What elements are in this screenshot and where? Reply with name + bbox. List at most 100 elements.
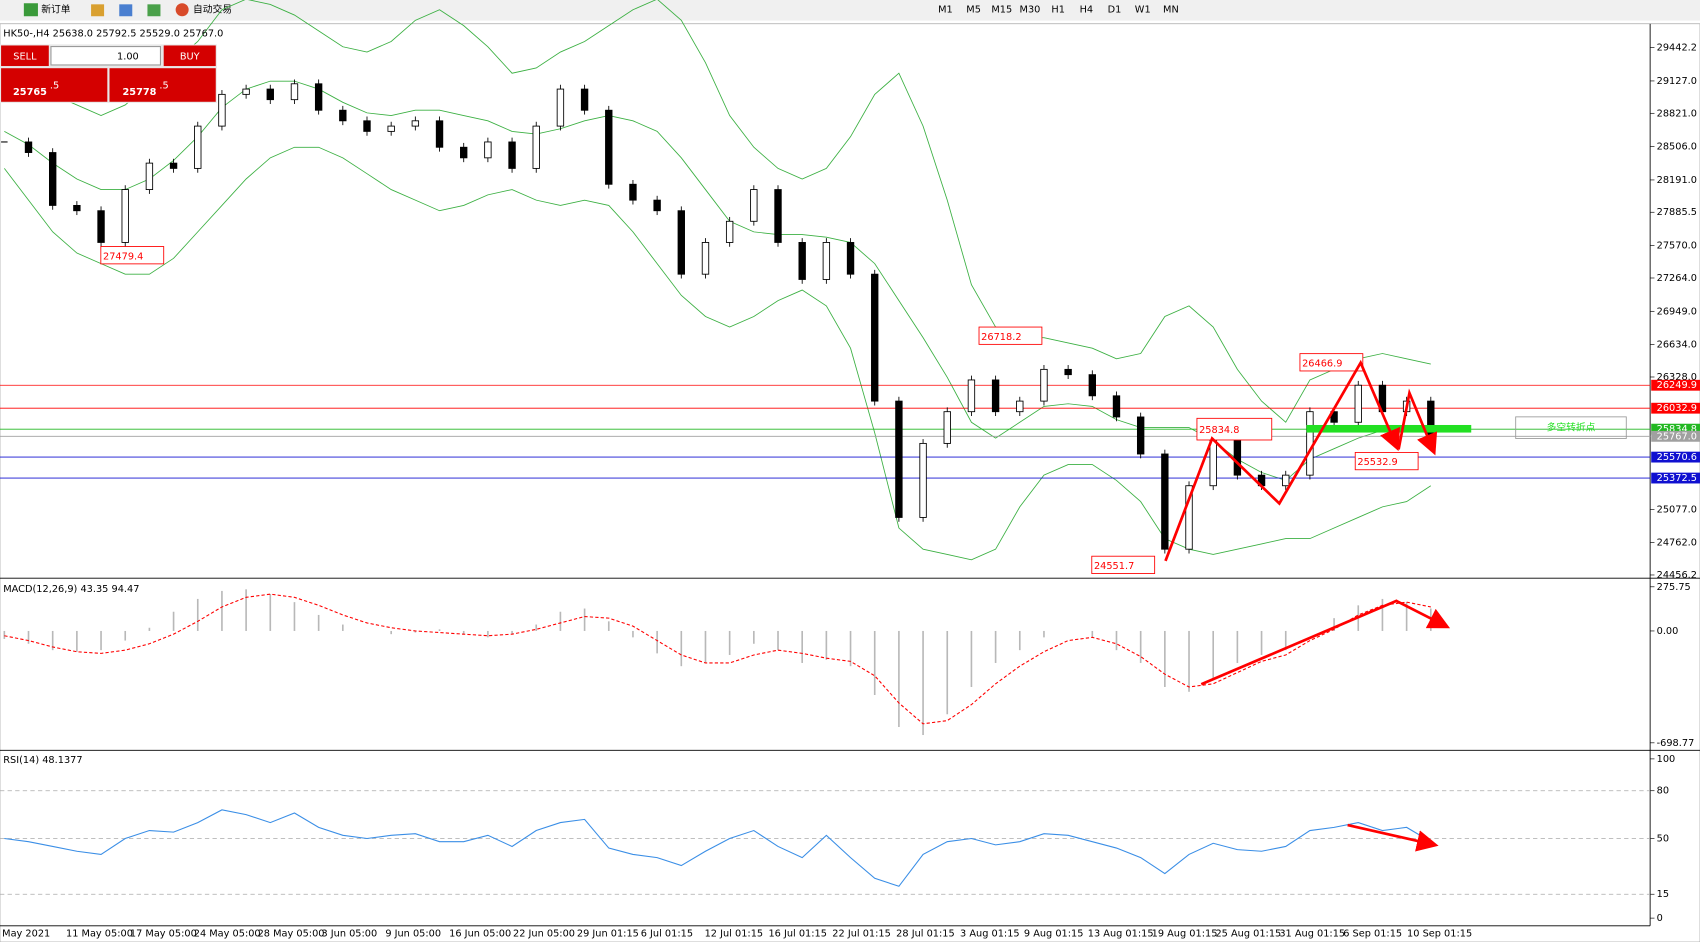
period-button[interactable]: M30	[1020, 5, 1041, 16]
level-tag	[1651, 402, 1700, 414]
candle	[290, 83, 299, 101]
candle	[218, 93, 226, 127]
buy-label[interactable]: BUY	[180, 51, 200, 62]
y-tick-label: 26328.0	[1657, 372, 1697, 383]
price-annotation: 25532.9	[1357, 457, 1397, 468]
level-tag-label: 26032.9	[1657, 403, 1697, 414]
candle	[387, 125, 395, 132]
y-tick-label: 28191.0	[1657, 175, 1697, 186]
sell-button[interactable]	[1, 45, 49, 67]
bollinger-middle	[4, 80, 1431, 481]
x-tick-label: 28 May 05:00	[258, 928, 325, 939]
period-button[interactable]: M15	[991, 5, 1012, 16]
autotrade-button[interactable]: 自动交易	[193, 3, 232, 16]
chart-window	[0, 23, 1700, 942]
period-button[interactable]: W1	[1135, 5, 1151, 16]
period-button[interactable]: MN	[1163, 5, 1179, 16]
candle	[774, 189, 782, 243]
candle	[194, 125, 202, 169]
period-button[interactable]: M1	[938, 5, 953, 16]
buy-button[interactable]	[163, 45, 216, 67]
candle	[339, 109, 347, 122]
rsi-arrow	[1347, 823, 1439, 852]
price-annotation: 24551.7	[1094, 561, 1134, 572]
sell-price-fraction[interactable]: .5	[50, 81, 59, 92]
tool-icon[interactable]	[91, 4, 105, 17]
y-tick-label: 27885.5	[1657, 207, 1697, 218]
rsi-line	[4, 809, 1432, 887]
sell-label[interactable]: SELL	[13, 51, 37, 62]
x-tick-label: 16 Jul 01:15	[768, 928, 827, 939]
price-annotation-box	[1354, 451, 1419, 471]
candle	[169, 162, 178, 169]
buy-price-box[interactable]	[109, 68, 216, 102]
candle	[701, 242, 710, 275]
y-tick-label: 80	[1657, 786, 1669, 797]
candle	[1306, 411, 1314, 476]
price-annotation-box	[1196, 417, 1273, 441]
x-tick-label: 13 Aug 01:15	[1088, 928, 1154, 939]
y-tick-label: 275.75	[1657, 582, 1691, 593]
new-order-button[interactable]: 新订单	[41, 3, 71, 16]
candle	[97, 210, 105, 243]
x-tick-label: 3 Aug 01:15	[960, 928, 1020, 939]
candle	[1161, 453, 1169, 550]
level-tag	[1651, 423, 1700, 435]
candle	[24, 141, 33, 153]
x-tick-label: 31 Aug 01:15	[1279, 928, 1345, 939]
level-tag	[1651, 451, 1700, 463]
y-tick-label: 100	[1657, 754, 1676, 765]
x-tick-label: 28 Jul 01:15	[896, 928, 955, 939]
pivot-label: 多空转折点	[1547, 421, 1596, 434]
tool-icon[interactable]	[119, 4, 133, 17]
candle	[725, 220, 734, 243]
chart-title: HK50-,H4 25638.0 25792.5 25529.0 25767.0	[3, 29, 223, 40]
candle	[266, 88, 274, 101]
candle	[798, 242, 806, 280]
candle	[653, 199, 661, 212]
candle	[822, 242, 831, 280]
price-annotation: 26718.2	[981, 332, 1021, 343]
autotrade-icon[interactable]	[175, 3, 189, 17]
x-tick-label: 9 Aug 01:15	[1024, 928, 1084, 939]
lot-value[interactable]: 1.00	[117, 51, 139, 62]
new-order-icon[interactable]	[23, 3, 38, 17]
x-tick-label: 6 Sep 01:15	[1343, 928, 1402, 939]
candle	[1112, 395, 1121, 418]
period-button[interactable]: H4	[1080, 5, 1094, 16]
toolbar	[0, 0, 1700, 21]
candle	[1354, 384, 1362, 423]
tool-icon[interactable]	[147, 4, 161, 17]
rsi-title: RSI(14) 48.1377	[3, 755, 82, 766]
period-button[interactable]: M5	[966, 5, 981, 16]
bollinger-lower	[3, 146, 1432, 561]
level-tag-label: 25834.8	[1657, 424, 1697, 435]
lot-input[interactable]	[50, 46, 162, 66]
candle	[1040, 368, 1048, 402]
y-tick-label: 26634.0	[1657, 340, 1697, 351]
candle	[1064, 368, 1072, 376]
sell-price-box[interactable]	[1, 68, 108, 102]
y-tick-label: 25077.0	[1657, 504, 1697, 515]
y-tick-label: 15	[1657, 889, 1669, 900]
sell-price[interactable]: 25765	[13, 87, 47, 98]
candle	[677, 210, 685, 275]
level-tag-label: 26249.9	[1657, 380, 1697, 391]
candle	[242, 88, 250, 95]
level-tag	[1651, 430, 1700, 442]
y-tick-label: 0.00	[1657, 626, 1679, 637]
x-tick-label: 19 Aug 01:15	[1152, 928, 1218, 939]
y-tick-label: 27570.0	[1657, 241, 1697, 252]
level-tag-label: 25570.6	[1657, 452, 1697, 463]
buy-price[interactable]: 25778	[123, 87, 157, 98]
period-button[interactable]: H1	[1051, 5, 1065, 16]
candle	[460, 146, 468, 159]
y-tick-label: 27264.0	[1657, 273, 1697, 284]
buy-price-fraction[interactable]: .5	[159, 81, 168, 92]
period-button[interactable]: D1	[1108, 5, 1122, 16]
candle	[1185, 485, 1193, 550]
x-tick-label: 16 Jun 05:00	[449, 928, 511, 939]
